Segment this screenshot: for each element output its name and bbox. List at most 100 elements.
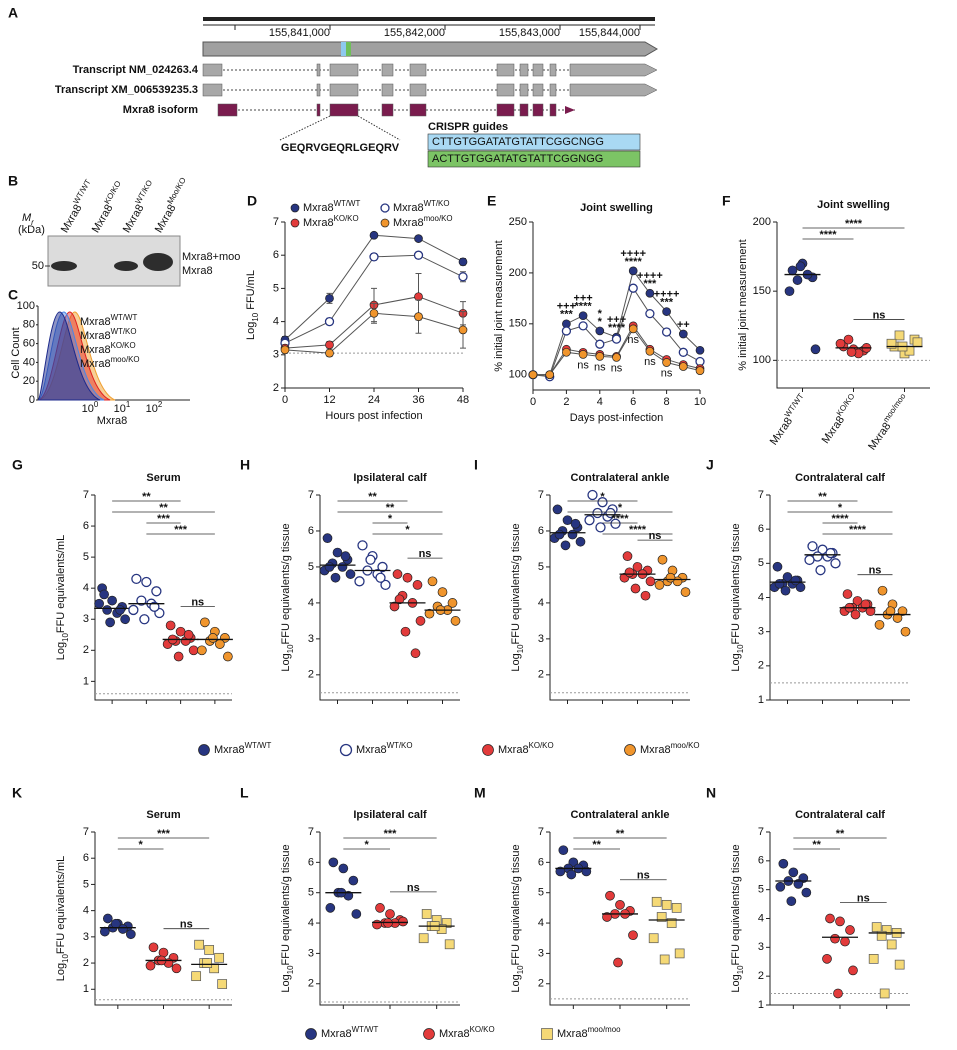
marker — [845, 925, 855, 935]
bracket-label: * — [388, 513, 393, 525]
marker — [894, 330, 905, 341]
marker — [175, 626, 186, 637]
marker — [171, 963, 182, 974]
marker — [628, 324, 638, 334]
marker — [578, 350, 588, 359]
exon — [217, 103, 238, 117]
legend-label: Mxra8WT/WT — [303, 199, 361, 214]
legend-label-part: WT/WT — [111, 313, 138, 322]
marker — [372, 919, 382, 930]
guide-box — [427, 133, 641, 151]
bracket-label: *** — [157, 828, 171, 840]
x-tick-label-part: WT/WT — [782, 391, 805, 418]
y-tick-label: 6 — [758, 855, 764, 867]
y-tick-label: 100 — [509, 369, 527, 381]
marker — [215, 639, 225, 649]
x-tick-label: 2 — [563, 396, 569, 408]
exon — [381, 63, 394, 77]
legend-label: Mxra8moo/moo — [557, 1025, 621, 1040]
guide-box — [427, 150, 641, 168]
x-axis-label: Mxra8 — [97, 415, 128, 427]
marker — [695, 345, 705, 355]
exon — [549, 103, 557, 117]
x-tick-label: 48 — [457, 394, 469, 406]
marker — [110, 918, 121, 929]
marker — [892, 613, 903, 623]
annotation: ns — [644, 356, 656, 368]
band — [143, 253, 173, 271]
legend-label-part: Mxra8 — [393, 202, 424, 214]
marker — [581, 866, 592, 877]
marker — [204, 945, 215, 955]
legend-label-part: Mxra8 — [321, 1028, 352, 1040]
lane-label-part: Mxra8 — [153, 202, 179, 234]
marker — [628, 266, 638, 276]
exon — [316, 103, 321, 117]
marker — [610, 518, 621, 529]
panel-label: K — [12, 785, 22, 801]
legend-label: Mxra8KO/KO — [439, 1025, 495, 1040]
panel-label: C — [8, 287, 18, 303]
lane-label-part: Mxra8 — [59, 202, 85, 234]
marker — [99, 589, 109, 600]
exon — [496, 63, 515, 77]
marker — [125, 929, 136, 940]
annotation: ++++ — [654, 289, 680, 301]
x-tick-label: 12 — [323, 394, 335, 406]
marker — [552, 504, 563, 515]
chart-title: Serum — [146, 809, 180, 821]
bracket-label: ns — [637, 870, 650, 882]
y-tick-label: 3 — [758, 626, 764, 638]
annotation: ns — [611, 362, 623, 374]
marker — [790, 575, 801, 586]
bracket-label: ns — [419, 548, 432, 560]
annotation: *** — [660, 297, 674, 309]
marker — [412, 580, 423, 590]
y-axis-label-part: Log — [280, 653, 292, 671]
x-tick-label-part: Mxra8 — [866, 421, 893, 453]
marker — [545, 370, 555, 380]
legend-label-part: moo/KO — [671, 741, 700, 750]
marker — [852, 596, 863, 606]
y-tick-label: 2 — [538, 669, 544, 681]
marker — [865, 606, 876, 617]
y-tick-label: 6 — [83, 520, 89, 532]
band — [114, 261, 138, 271]
marker — [840, 936, 850, 947]
marker — [830, 933, 840, 944]
legend-label-part: Mxra8 — [80, 344, 111, 356]
y-tick-label: 3 — [308, 947, 314, 959]
y-tick-label: 5 — [273, 282, 279, 294]
guides-title: CRISPR guides — [428, 121, 508, 133]
bracket-label: **** — [611, 513, 629, 525]
guide-seq: ACTTGTGGATATGTATTCGGNGG — [432, 153, 603, 165]
band-label: Mxra8+moo — [182, 251, 240, 263]
y-tick-label: 2 — [83, 957, 89, 969]
x-axis-label: Days post-infection — [570, 412, 664, 424]
guide-seq: CTTGTGGATATGTATTCGGCNGG — [432, 136, 604, 148]
marker — [792, 275, 803, 285]
exon — [496, 103, 515, 117]
marker — [325, 294, 334, 303]
marker — [843, 334, 854, 345]
mass-label: Mr — [22, 212, 34, 227]
marker — [128, 604, 139, 616]
bracket-label: ** — [368, 491, 377, 503]
transcript-label: Transcript NM_024263.4 — [73, 64, 199, 76]
marker — [414, 292, 423, 302]
exon — [409, 83, 427, 97]
y-axis-label: Log10FFU equivalents/g tissue — [280, 844, 295, 992]
marker — [217, 979, 228, 989]
lane-label: Mxra8Moo/KO — [150, 176, 193, 235]
axes — [319, 832, 460, 1006]
marker — [787, 265, 798, 276]
y-tick-label: 7 — [273, 216, 279, 228]
annotation: **** — [575, 301, 593, 313]
legend-label: Mxra8moo/KO — [640, 741, 700, 756]
y-tick-label: 100 — [17, 300, 35, 312]
legend-label-part: Mxra8 — [80, 358, 111, 370]
bracket-label: ** — [812, 839, 821, 851]
axes — [319, 495, 460, 701]
bracket-label: *** — [157, 513, 171, 525]
chart-title: Joint swelling — [817, 199, 890, 211]
